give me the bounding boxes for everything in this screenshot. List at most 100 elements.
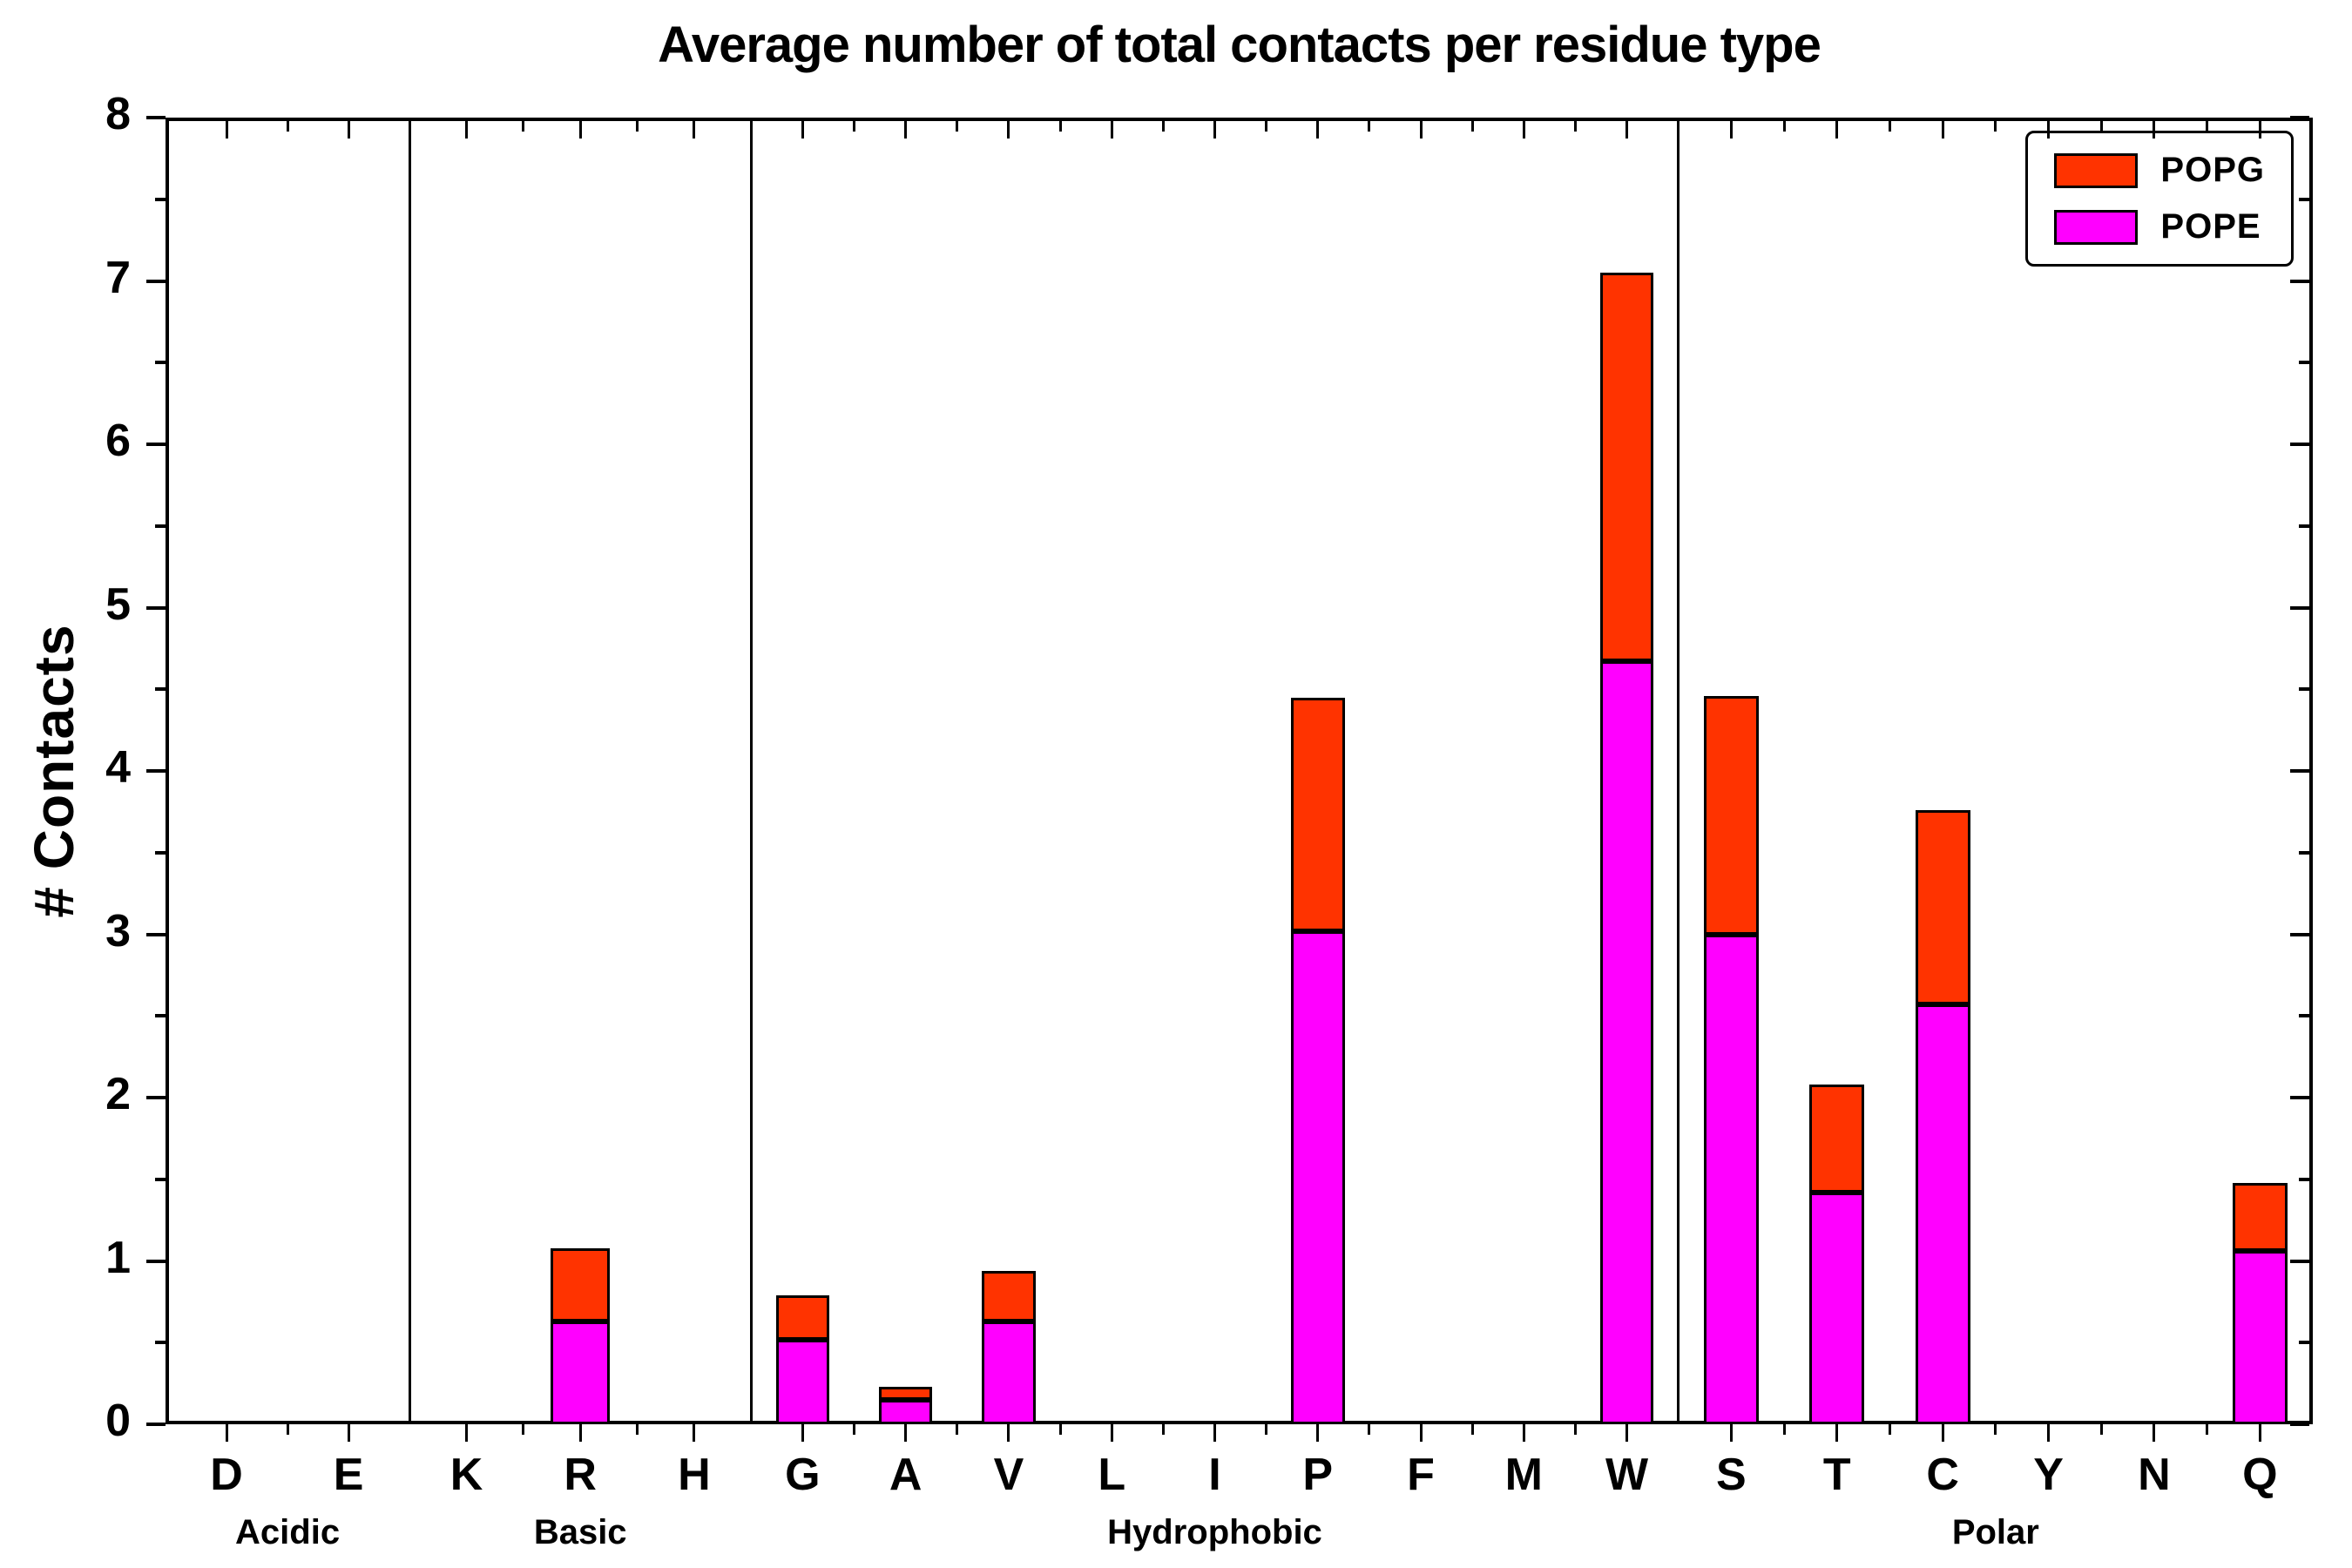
x-tick-label: Y xyxy=(2033,1450,2064,1500)
x-tick-bottom xyxy=(2047,1424,2051,1442)
x-tick-bottom xyxy=(1368,1424,1371,1435)
bar-segment-popg xyxy=(878,1386,933,1400)
x-tick-bottom xyxy=(853,1424,856,1435)
legend: POPG POPE xyxy=(2025,131,2294,267)
y-tick-right xyxy=(2290,443,2309,446)
y-tick-left xyxy=(155,1014,166,1018)
bar-segment-pope xyxy=(1915,1004,1970,1424)
x-tick-top xyxy=(1941,121,1944,139)
y-tick-right xyxy=(2290,769,2309,773)
legend-label: POPG xyxy=(2160,151,2265,189)
x-tick-top xyxy=(347,121,350,139)
x-tick-label: D xyxy=(210,1450,243,1500)
y-tick-left xyxy=(146,1096,166,1099)
x-tick-label: E xyxy=(333,1450,364,1500)
y-tick-right xyxy=(2299,850,2309,855)
x-tick-bottom xyxy=(225,1424,228,1442)
x-tick-top xyxy=(1368,121,1371,132)
x-tick-label: N xyxy=(2138,1450,2171,1500)
x-tick-bottom xyxy=(1007,1424,1010,1442)
x-tick-label: H xyxy=(678,1450,711,1500)
x-tick-label: L xyxy=(1098,1450,1126,1500)
x-tick-bottom xyxy=(1522,1424,1525,1442)
y-tick-left xyxy=(146,605,166,610)
bar-segment-popg xyxy=(2232,1182,2288,1252)
y-tick-label: 6 xyxy=(105,416,131,466)
x-tick-top xyxy=(1625,121,1629,139)
x-tick-label: S xyxy=(1716,1450,1747,1500)
x-tick-bottom xyxy=(693,1424,696,1442)
group-label: Hydrophobic xyxy=(1107,1513,1322,1551)
bar-segment-pope xyxy=(982,1321,1036,1424)
x-tick-bottom xyxy=(904,1424,908,1442)
x-tick-label: T xyxy=(1822,1450,1851,1500)
y-tick-label: 8 xyxy=(105,89,131,139)
x-tick-label: F xyxy=(1407,1450,1435,1500)
x-tick-top xyxy=(1888,121,1891,132)
x-tick-bottom xyxy=(801,1424,804,1442)
y-tick-left xyxy=(146,116,166,119)
x-tick-top xyxy=(1265,121,1268,132)
x-tick-bottom xyxy=(522,1424,525,1435)
y-tick-label: 2 xyxy=(105,1069,131,1119)
bar-segment-popg xyxy=(1599,273,1654,662)
y-tick-label: 0 xyxy=(105,1396,131,1446)
bar-segment-pope xyxy=(878,1399,933,1424)
x-tick-label: V xyxy=(993,1450,1024,1500)
x-tick-bottom xyxy=(286,1424,289,1435)
y-tick-label: 7 xyxy=(105,252,131,303)
x-tick-top xyxy=(1835,121,1839,139)
x-tick-top xyxy=(1419,121,1423,139)
x-tick-top xyxy=(522,121,525,132)
group-label: Acidic xyxy=(235,1513,341,1551)
x-tick-top xyxy=(2047,121,2051,139)
bar-segment-popg xyxy=(1809,1085,1865,1193)
x-tick-top xyxy=(801,121,804,139)
y-tick-left xyxy=(155,197,166,201)
x-tick-label: A xyxy=(889,1450,923,1500)
x-tick-bottom xyxy=(1729,1424,1733,1442)
x-tick-bottom xyxy=(1941,1424,1944,1442)
x-tick-top xyxy=(1470,121,1474,132)
y-tick-left xyxy=(146,443,166,446)
legend-item: POPG xyxy=(2054,151,2265,190)
x-tick-bottom xyxy=(1419,1424,1423,1442)
y-tick-right xyxy=(2299,1341,2309,1345)
panel-separator xyxy=(1677,118,1680,1424)
y-tick-left xyxy=(146,932,166,936)
x-tick-bottom xyxy=(1161,1424,1165,1435)
bar-segment-pope xyxy=(551,1321,611,1424)
plot-area xyxy=(166,118,2313,1424)
y-tick-left xyxy=(146,769,166,773)
x-tick-bottom xyxy=(1265,1424,1268,1435)
y-tick-right xyxy=(2299,197,2309,201)
bar-segment-popg xyxy=(551,1247,611,1321)
y-tick-left xyxy=(155,687,166,692)
x-tick-top xyxy=(1007,121,1010,139)
y-tick-right xyxy=(2299,1177,2309,1181)
x-tick-top xyxy=(853,121,856,132)
y-tick-label: 1 xyxy=(105,1232,131,1283)
bar-segment-pope xyxy=(2232,1251,2288,1424)
y-tick-right xyxy=(2290,605,2309,610)
x-tick-bottom xyxy=(2206,1424,2209,1435)
x-tick-top xyxy=(1994,121,1997,132)
x-tick-label: K xyxy=(449,1450,483,1500)
bar-segment-popg xyxy=(982,1270,1036,1321)
x-tick-top xyxy=(2099,121,2103,132)
x-tick-top xyxy=(1058,121,1062,132)
x-tick-top xyxy=(1522,121,1525,139)
group-label: Basic xyxy=(533,1513,627,1551)
y-tick-label: 3 xyxy=(105,905,131,956)
bar-segment-pope xyxy=(775,1339,830,1424)
legend-swatch-pope xyxy=(2054,209,2139,245)
chart-title: Average number of total contacts per res… xyxy=(658,17,1821,73)
x-tick-bottom xyxy=(1110,1424,1113,1442)
bar-segment-popg xyxy=(1915,810,1970,1005)
panel-separator xyxy=(749,118,753,1424)
x-tick-bottom xyxy=(1316,1424,1320,1442)
x-tick-label: C xyxy=(1926,1450,1959,1500)
x-tick-label: M xyxy=(1504,1450,1543,1500)
x-tick-bottom xyxy=(636,1424,639,1435)
